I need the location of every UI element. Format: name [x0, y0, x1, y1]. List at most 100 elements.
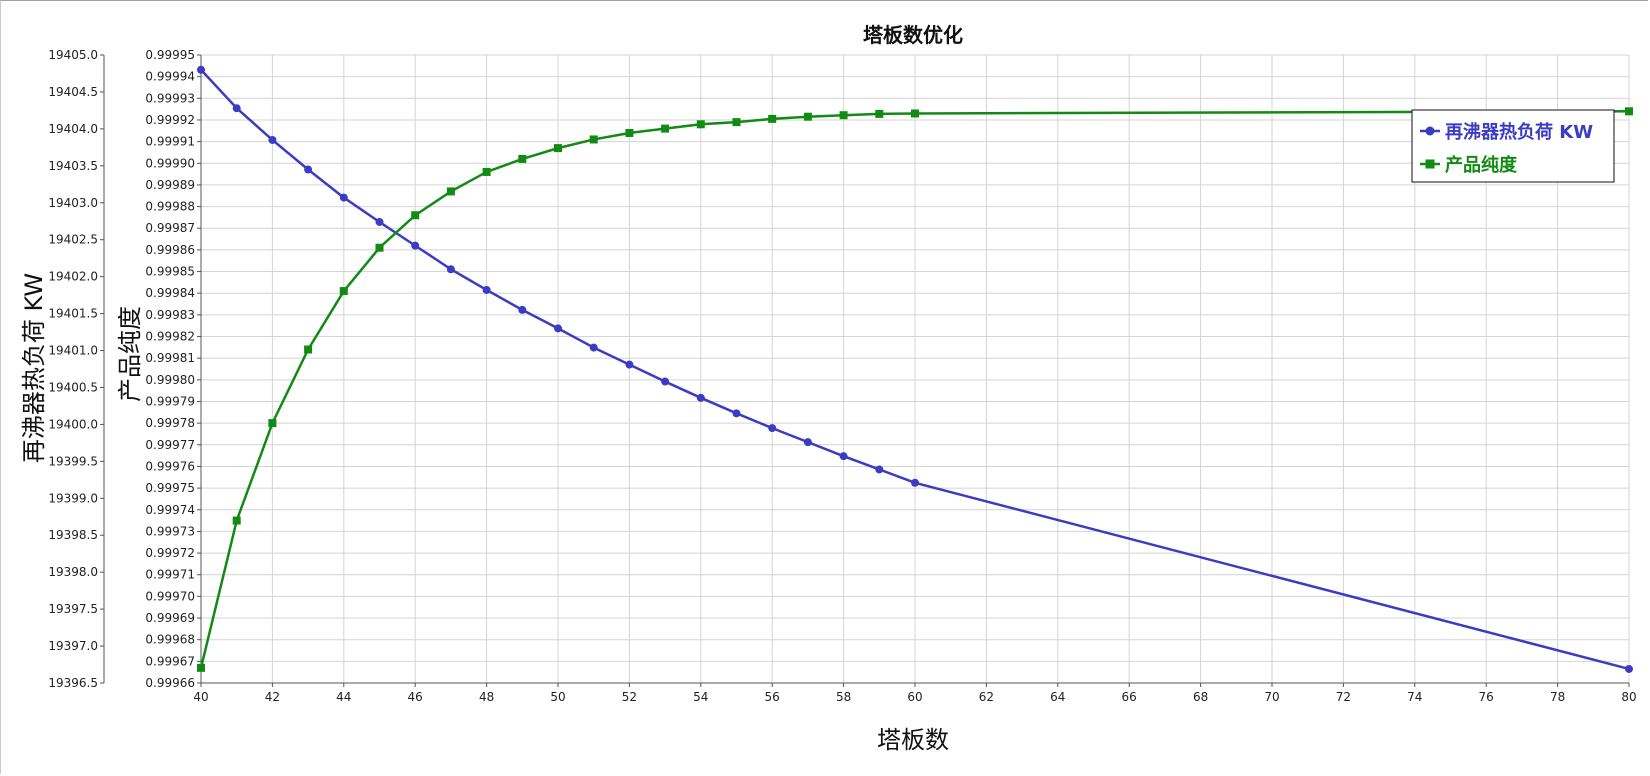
right-tick-labels: 0.99995 0.99994 0.99993 0.99992 0.99991 0.999…	[145, 48, 195, 690]
left-tick-label: 19401.5	[48, 307, 98, 321]
right-tick-label: 0.99982	[145, 330, 195, 344]
right-tick-label: 0.99995	[145, 48, 195, 62]
series-2-point	[661, 124, 670, 133]
series-line-2	[199, 110, 1630, 669]
x-tick-label: 42	[265, 690, 280, 704]
series-1-point	[732, 409, 741, 418]
right-tick-label: 0.99979	[145, 394, 195, 408]
left-tick-label: 19403.5	[48, 159, 98, 173]
x-tick-label: 40	[193, 690, 208, 704]
series-1-point	[482, 285, 491, 294]
series-2-point	[339, 287, 348, 296]
series-2-point	[732, 118, 741, 127]
series-1-point	[518, 305, 527, 314]
left-tick-label: 19405.0	[48, 48, 98, 62]
x-tick-label: 64	[1050, 690, 1065, 704]
series-2-point	[518, 154, 527, 163]
left-tick-label: 19397.0	[48, 639, 98, 653]
series-1-point	[803, 438, 812, 447]
series-1-point	[839, 452, 848, 461]
series-2-point	[482, 167, 491, 176]
series-1-point	[304, 165, 313, 174]
right-tick-label: 0.99978	[145, 416, 195, 430]
series-1-point	[589, 343, 598, 352]
x-axis-title: 塔板数	[877, 726, 949, 754]
x-tick-label: 66	[1122, 690, 1137, 704]
right-tick-label: 0.99985	[145, 265, 195, 279]
series-2-point	[411, 211, 420, 220]
series-2-point	[554, 144, 562, 153]
series-2-point	[197, 663, 205, 672]
right-tick-label: 0.99974	[145, 503, 195, 517]
right-tick-label: 0.99970	[145, 589, 195, 603]
series-1-point	[911, 478, 919, 487]
left-tick-label: 19404.0	[48, 122, 98, 136]
x-tick-label: 78	[1550, 690, 1565, 704]
right-tick-label: 0.99987	[145, 221, 195, 235]
right-tick-label: 0.99973	[145, 524, 195, 538]
series-2-point	[625, 128, 634, 137]
x-tick-label: 46	[408, 690, 423, 704]
right-tick-label: 0.99989	[145, 178, 195, 192]
right-tick-label: 0.99991	[145, 135, 195, 149]
x-tick-label: 48	[479, 690, 494, 704]
right-tick-label: 0.99981	[145, 351, 195, 365]
left-tick-labels: 19405.0 19404.5 19404.0 19403.5 19403.0 19402…	[48, 48, 98, 690]
series-1-point	[768, 424, 777, 433]
left-tick-label: 19401.0	[48, 344, 98, 358]
right-tick-label: 0.99966	[145, 676, 195, 690]
right-tick-label: 0.99994	[145, 70, 195, 84]
left-tick-label: 19402.5	[48, 233, 98, 247]
right-tick-label: 0.99984	[145, 286, 195, 300]
x-tick-label: 74	[1407, 690, 1422, 704]
right-tick-label: 0.99972	[145, 546, 195, 560]
x-tick-label: 76	[1479, 690, 1494, 704]
x-tick-label: 58	[836, 690, 851, 704]
series-1-point	[197, 65, 205, 74]
x-tick-label: 50	[550, 690, 565, 704]
series-1-point	[446, 265, 455, 274]
series-1-point	[411, 241, 420, 250]
right-tick-label: 0.99993	[145, 91, 195, 105]
left-tick-label: 19403.0	[48, 196, 98, 210]
series-2-point	[268, 419, 277, 428]
right-tick-label: 0.99968	[145, 633, 195, 647]
series-2-point	[232, 516, 241, 525]
left-tick-label: 19400.5	[48, 380, 98, 394]
series-2-point	[803, 112, 812, 121]
x-tick-label: 56	[765, 690, 780, 704]
right-tick-label: 0.99976	[145, 459, 195, 473]
x-tick-label: 70	[1264, 690, 1279, 704]
left-tick-label: 19396.5	[48, 676, 98, 690]
left-tick-label: 19397.5	[48, 602, 98, 616]
series-1-point	[554, 324, 562, 333]
right-tick-label: 0.99977	[145, 438, 195, 452]
right-tick-label: 0.99969	[145, 611, 195, 625]
x-tick-label: 68	[1193, 690, 1208, 704]
legend-marker-2	[1425, 159, 1435, 169]
grid-lines	[200, 54, 1630, 684]
x-tick-label: 44	[336, 690, 351, 704]
series-1-point	[625, 360, 634, 369]
series-2-point	[589, 135, 598, 144]
series-1-point	[268, 135, 277, 144]
left-tick-label: 19402.0	[48, 270, 98, 284]
left-tick-label: 19400.0	[48, 417, 98, 431]
legend-label-2: 产品纯度	[1445, 154, 1518, 176]
axes	[100, 54, 1630, 687]
series-1-point	[661, 377, 670, 386]
left-tick-label: 19398.5	[48, 528, 98, 542]
right-tick-label: 0.99975	[145, 481, 195, 495]
series-2-point	[1625, 107, 1633, 116]
legend-marker-1	[1425, 126, 1435, 136]
left-tick-label: 19399.0	[48, 491, 98, 505]
right-tick-label: 0.99986	[145, 243, 195, 257]
series-lines	[197, 65, 1633, 673]
x-tick-label: 80	[1621, 690, 1636, 704]
legend-box	[1411, 109, 1615, 183]
right-tick-label: 0.99988	[145, 200, 195, 214]
series-1-point	[1625, 664, 1633, 673]
left-tick-label: 19398.0	[48, 565, 98, 579]
series-line-1	[200, 68, 1630, 671]
